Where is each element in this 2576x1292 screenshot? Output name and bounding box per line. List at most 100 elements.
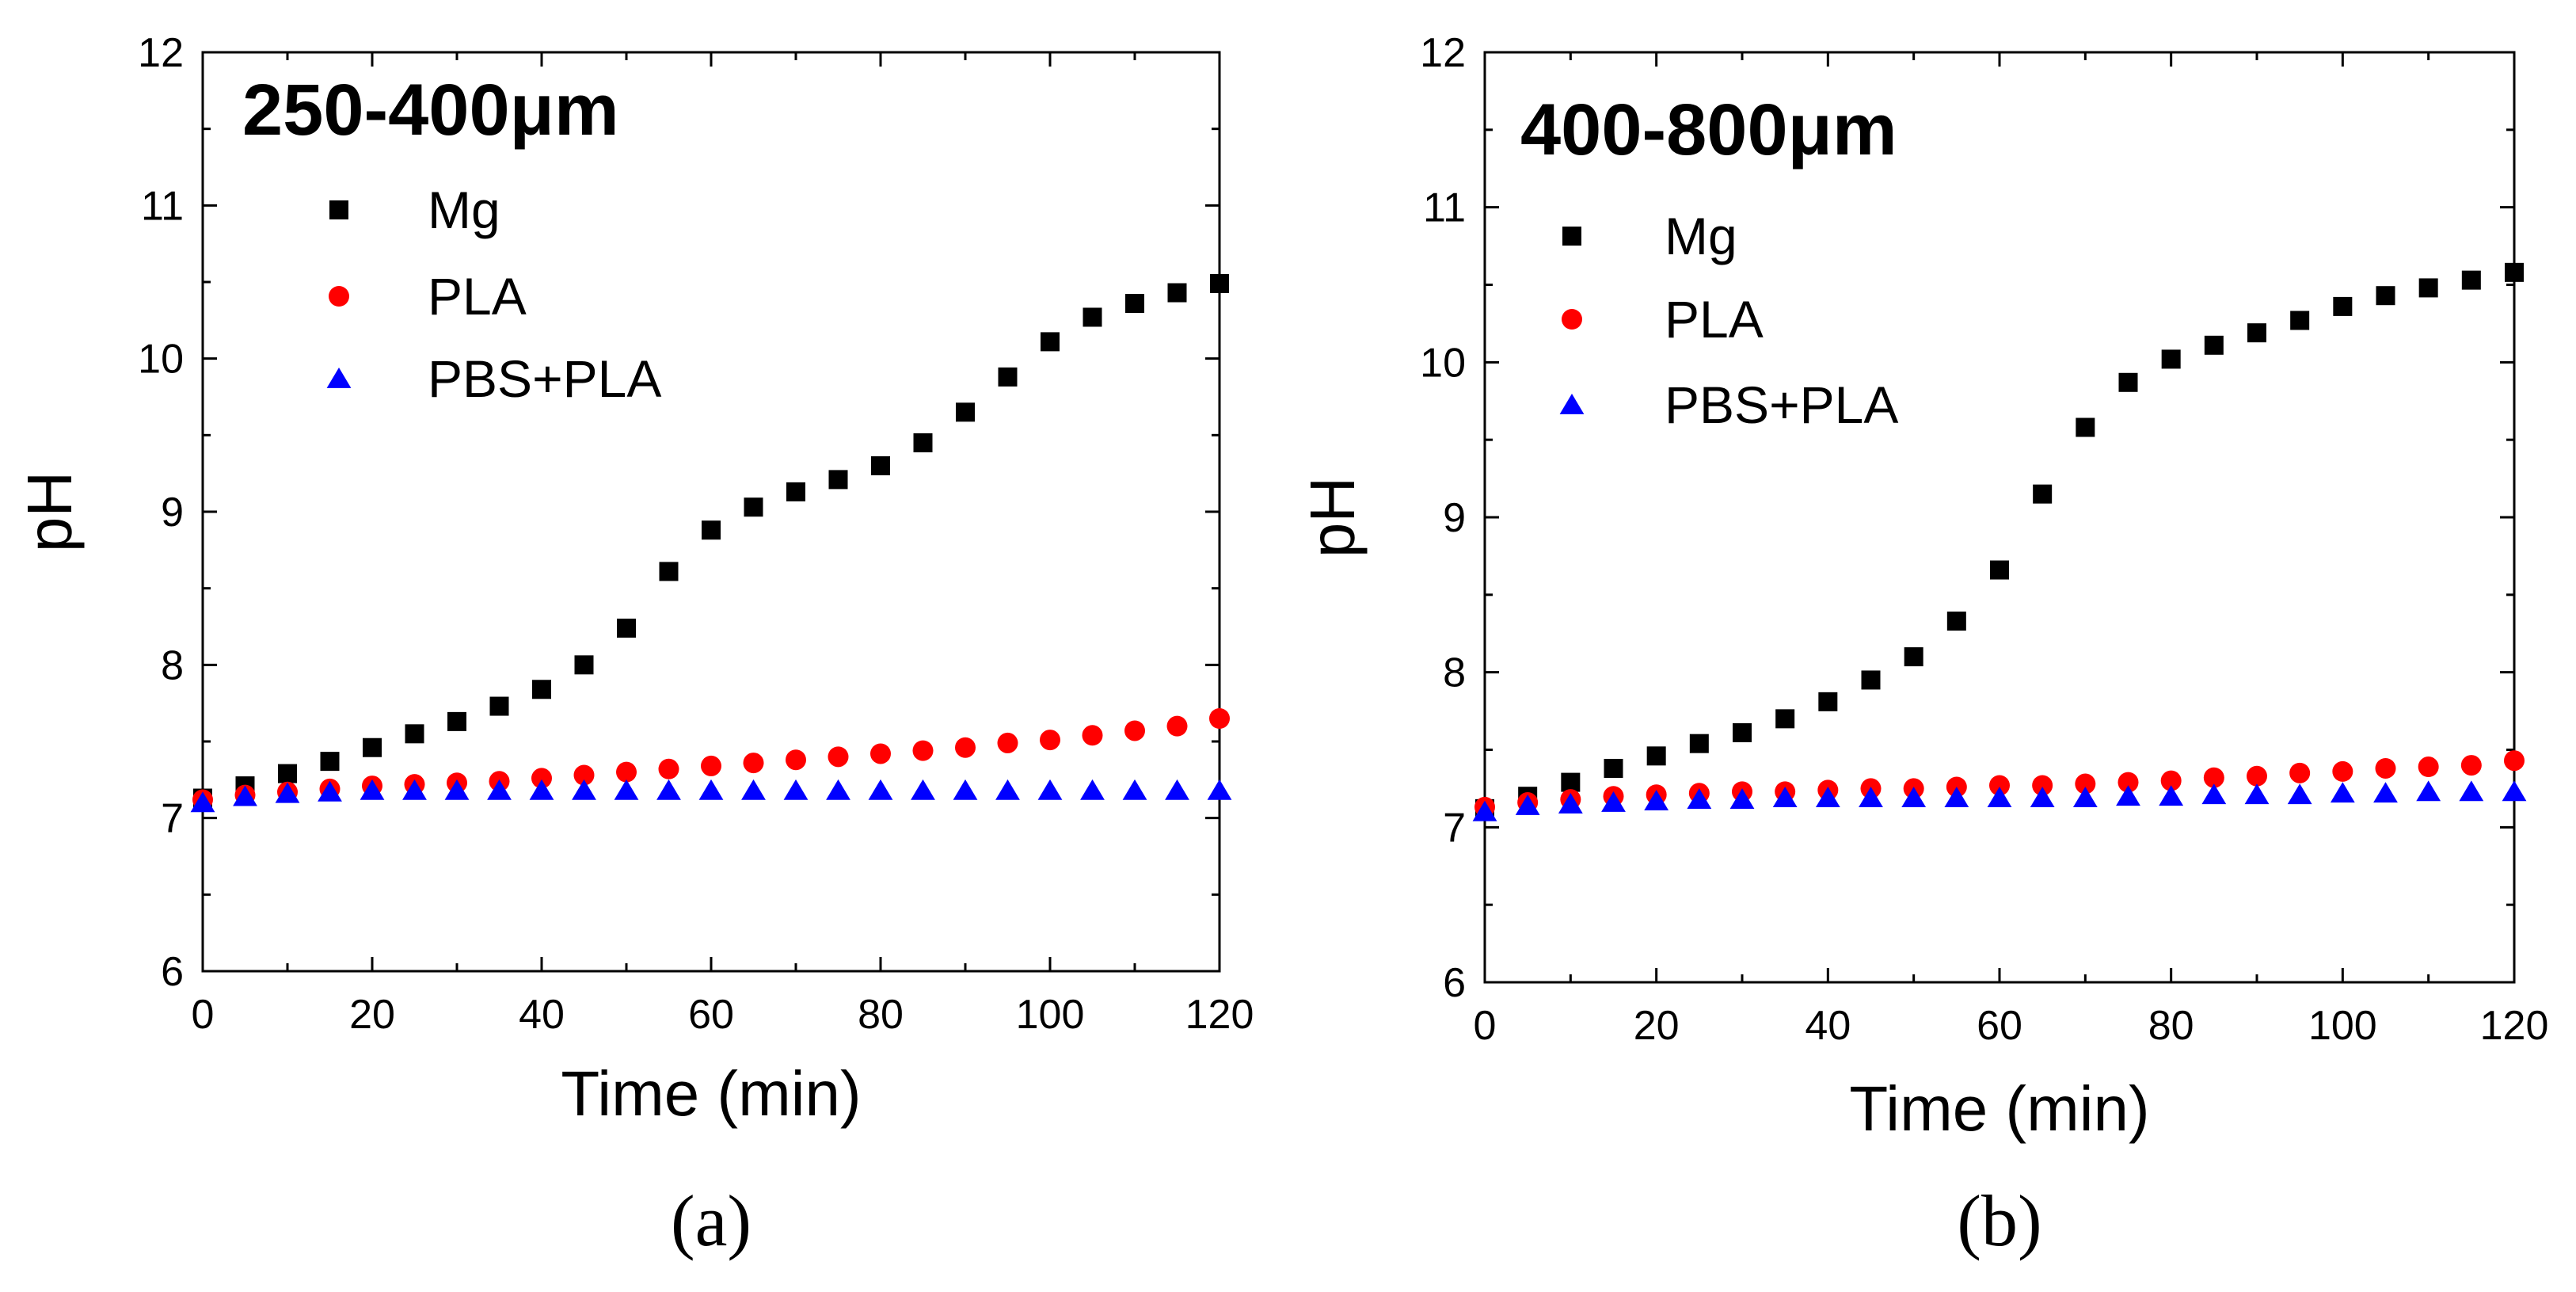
x-tick-label: 80 — [2148, 1003, 2194, 1049]
data-point — [233, 785, 257, 806]
data-point — [2418, 757, 2439, 778]
series-mg — [193, 273, 1229, 808]
data-point — [1167, 283, 1187, 303]
legend-label: Mg — [428, 181, 500, 239]
y-tick-label: 12 — [1420, 30, 1466, 76]
data-point — [616, 761, 637, 783]
data-point — [275, 782, 300, 803]
data-point — [1861, 670, 1881, 690]
x-tick-label: 100 — [1016, 992, 1085, 1038]
data-point — [1687, 788, 1712, 810]
data-point — [2247, 765, 2267, 787]
data-point — [871, 456, 890, 475]
data-point — [2247, 323, 2266, 343]
data-point — [1729, 788, 1755, 810]
series-mg — [1475, 262, 2524, 818]
data-point — [1082, 725, 1103, 746]
data-point — [1604, 758, 1623, 778]
data-point — [402, 779, 427, 800]
data-point — [1989, 775, 2010, 796]
chart-title: 250-400μm — [242, 70, 619, 151]
data-point — [2290, 311, 2310, 330]
legend-label: PLA — [1665, 290, 1764, 349]
x-tick-label: 40 — [1805, 1003, 1851, 1049]
x-axis-title: Time (min) — [1849, 1073, 2149, 1144]
data-point — [1689, 734, 1709, 753]
data-point — [953, 779, 978, 800]
data-point — [1166, 715, 1188, 737]
data-point — [2072, 787, 2098, 808]
data-point — [1124, 720, 1145, 741]
panel-caption: (b) — [1957, 1180, 2041, 1261]
x-tick-label: 80 — [858, 992, 904, 1038]
data-point — [1472, 800, 1497, 821]
y-tick-label: 12 — [138, 30, 184, 76]
data-point — [997, 732, 1018, 753]
y-tick-label: 6 — [161, 949, 184, 995]
data-point — [702, 520, 721, 540]
y-tick-label: 10 — [1420, 340, 1466, 386]
data-point — [1944, 787, 1969, 808]
data-point — [868, 779, 893, 800]
data-point — [658, 758, 679, 779]
series-pbs-pla — [1472, 780, 2527, 821]
data-point — [1165, 779, 1189, 800]
y-tick-label: 8 — [1443, 650, 1466, 696]
data-point — [617, 618, 636, 638]
data-point — [1561, 772, 1581, 792]
data-point — [531, 768, 552, 789]
data-point — [2418, 278, 2438, 298]
data-point — [659, 562, 679, 581]
data-point — [2203, 767, 2224, 788]
x-tick-label: 60 — [688, 992, 734, 1038]
data-point — [1207, 779, 1232, 800]
legend-label: PLA — [428, 267, 527, 326]
data-point — [1904, 647, 1923, 667]
x-tick-label: 40 — [519, 992, 565, 1038]
data-point — [2033, 484, 2053, 504]
data-point — [786, 749, 806, 771]
data-point — [744, 497, 763, 517]
data-point — [1772, 787, 1798, 808]
y-tick-label: 7 — [161, 796, 184, 842]
series-pla — [1474, 750, 2525, 818]
data-point — [701, 755, 721, 776]
data-point — [1815, 787, 1840, 808]
data-point — [2161, 349, 2181, 369]
data-point — [363, 737, 382, 757]
data-point — [828, 746, 849, 768]
plot-frame — [1483, 51, 2516, 984]
legend-marker-square — [329, 200, 348, 219]
data-point — [2201, 783, 2227, 805]
data-point — [529, 779, 554, 800]
data-point — [2116, 785, 2140, 806]
data-point — [743, 753, 764, 774]
data-point — [2032, 775, 2053, 796]
legend-marker-triangle — [326, 368, 352, 388]
data-point — [489, 696, 509, 716]
data-point — [2505, 262, 2524, 282]
y-tick-label: 11 — [141, 183, 184, 229]
data-point — [614, 779, 639, 800]
data-point — [1818, 692, 1838, 711]
y-axis-title: pH — [14, 471, 85, 552]
data-point — [1644, 790, 1669, 810]
x-tick-label: 60 — [1977, 1003, 2022, 1049]
data-point — [2333, 296, 2353, 316]
data-point — [1859, 787, 1883, 808]
data-point — [1515, 794, 1540, 815]
data-point — [447, 711, 466, 731]
data-point — [2117, 772, 2139, 793]
data-point — [2461, 270, 2481, 290]
data-point — [1209, 708, 1230, 729]
legend-label: PBS+PLA — [428, 349, 661, 408]
data-point — [783, 779, 809, 800]
data-point — [532, 680, 551, 699]
y-tick-label: 9 — [1443, 495, 1466, 541]
legend-label: PBS+PLA — [1665, 375, 1898, 434]
data-point — [2075, 773, 2096, 795]
data-point — [998, 367, 1018, 387]
data-point — [1125, 294, 1144, 314]
data-point — [2373, 782, 2398, 803]
